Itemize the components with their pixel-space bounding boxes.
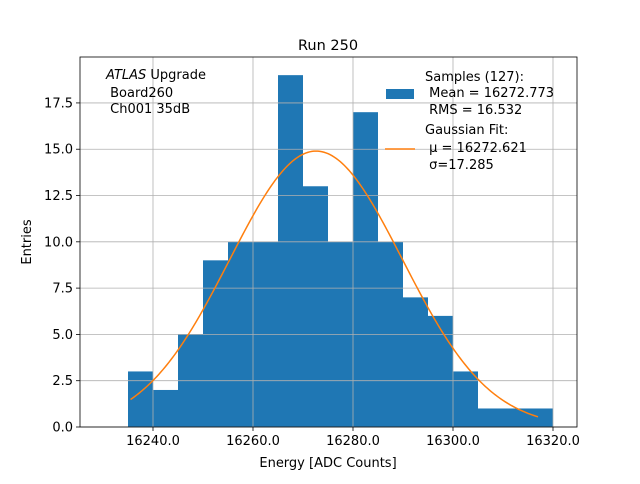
histogram-bar: [278, 75, 303, 428]
legend: Samples (127): Mean = 16272.773 RMS = 16…: [385, 70, 554, 173]
histogram-bar: [453, 371, 478, 427]
y-tick-label: 15.0: [44, 143, 73, 158]
legend-samples-rms: RMS = 16.532: [425, 103, 522, 118]
legend-samples-swatch: [386, 89, 414, 99]
legend-fit-sigma: σ=17.285: [425, 158, 494, 173]
annotation-upgrade: Upgrade: [146, 68, 206, 83]
legend-fit-mu: μ = 16272.621: [425, 141, 527, 156]
histogram-bar: [153, 389, 178, 427]
gaussian-fit-line: [130, 150, 539, 418]
y-tick-label: 0.0: [52, 421, 73, 436]
x-tick-label: 16280.0: [326, 434, 380, 449]
chart-title: Run 250: [298, 38, 358, 54]
annotation: ATLAS Upgrade Board260 Ch001 35dB: [105, 68, 206, 117]
y-tick-label: 7.5: [52, 282, 73, 297]
annotation-atlas: ATLAS: [105, 68, 146, 83]
histogram-bar: [303, 186, 328, 427]
histogram-bar: [403, 297, 428, 427]
y-tick-label: 2.5: [52, 374, 73, 389]
x-axis-label: Energy [ADC Counts]: [259, 456, 396, 471]
svg-text:ATLAS Upgrade: ATLAS Upgrade: [105, 68, 206, 83]
histogram-bar: [528, 408, 553, 427]
legend-samples-mean: Mean = 16272.773: [425, 86, 554, 101]
histogram-bar: [428, 315, 453, 427]
histogram-bar: [353, 112, 378, 428]
y-tick-label: 17.5: [44, 96, 73, 111]
y-tick-label: 12.5: [44, 189, 73, 204]
histogram-bar: [478, 408, 503, 427]
y-axis-label: Entries: [20, 219, 35, 265]
histogram-bar: [503, 408, 528, 427]
y-tick-label: 5.0: [52, 328, 73, 343]
legend-samples-title: Samples (127):: [425, 70, 524, 85]
x-tick-label: 16300.0: [426, 434, 480, 449]
y-tick-label: 10.0: [44, 235, 73, 250]
x-tick-label: 16240.0: [126, 434, 180, 449]
annotation-channel: Ch001 35dB: [106, 102, 190, 117]
x-tick-label: 16260.0: [226, 434, 280, 449]
legend-fit-title: Gaussian Fit:: [425, 123, 508, 138]
x-tick-label: 16320.0: [526, 434, 580, 449]
annotation-board: Board260: [106, 86, 173, 101]
